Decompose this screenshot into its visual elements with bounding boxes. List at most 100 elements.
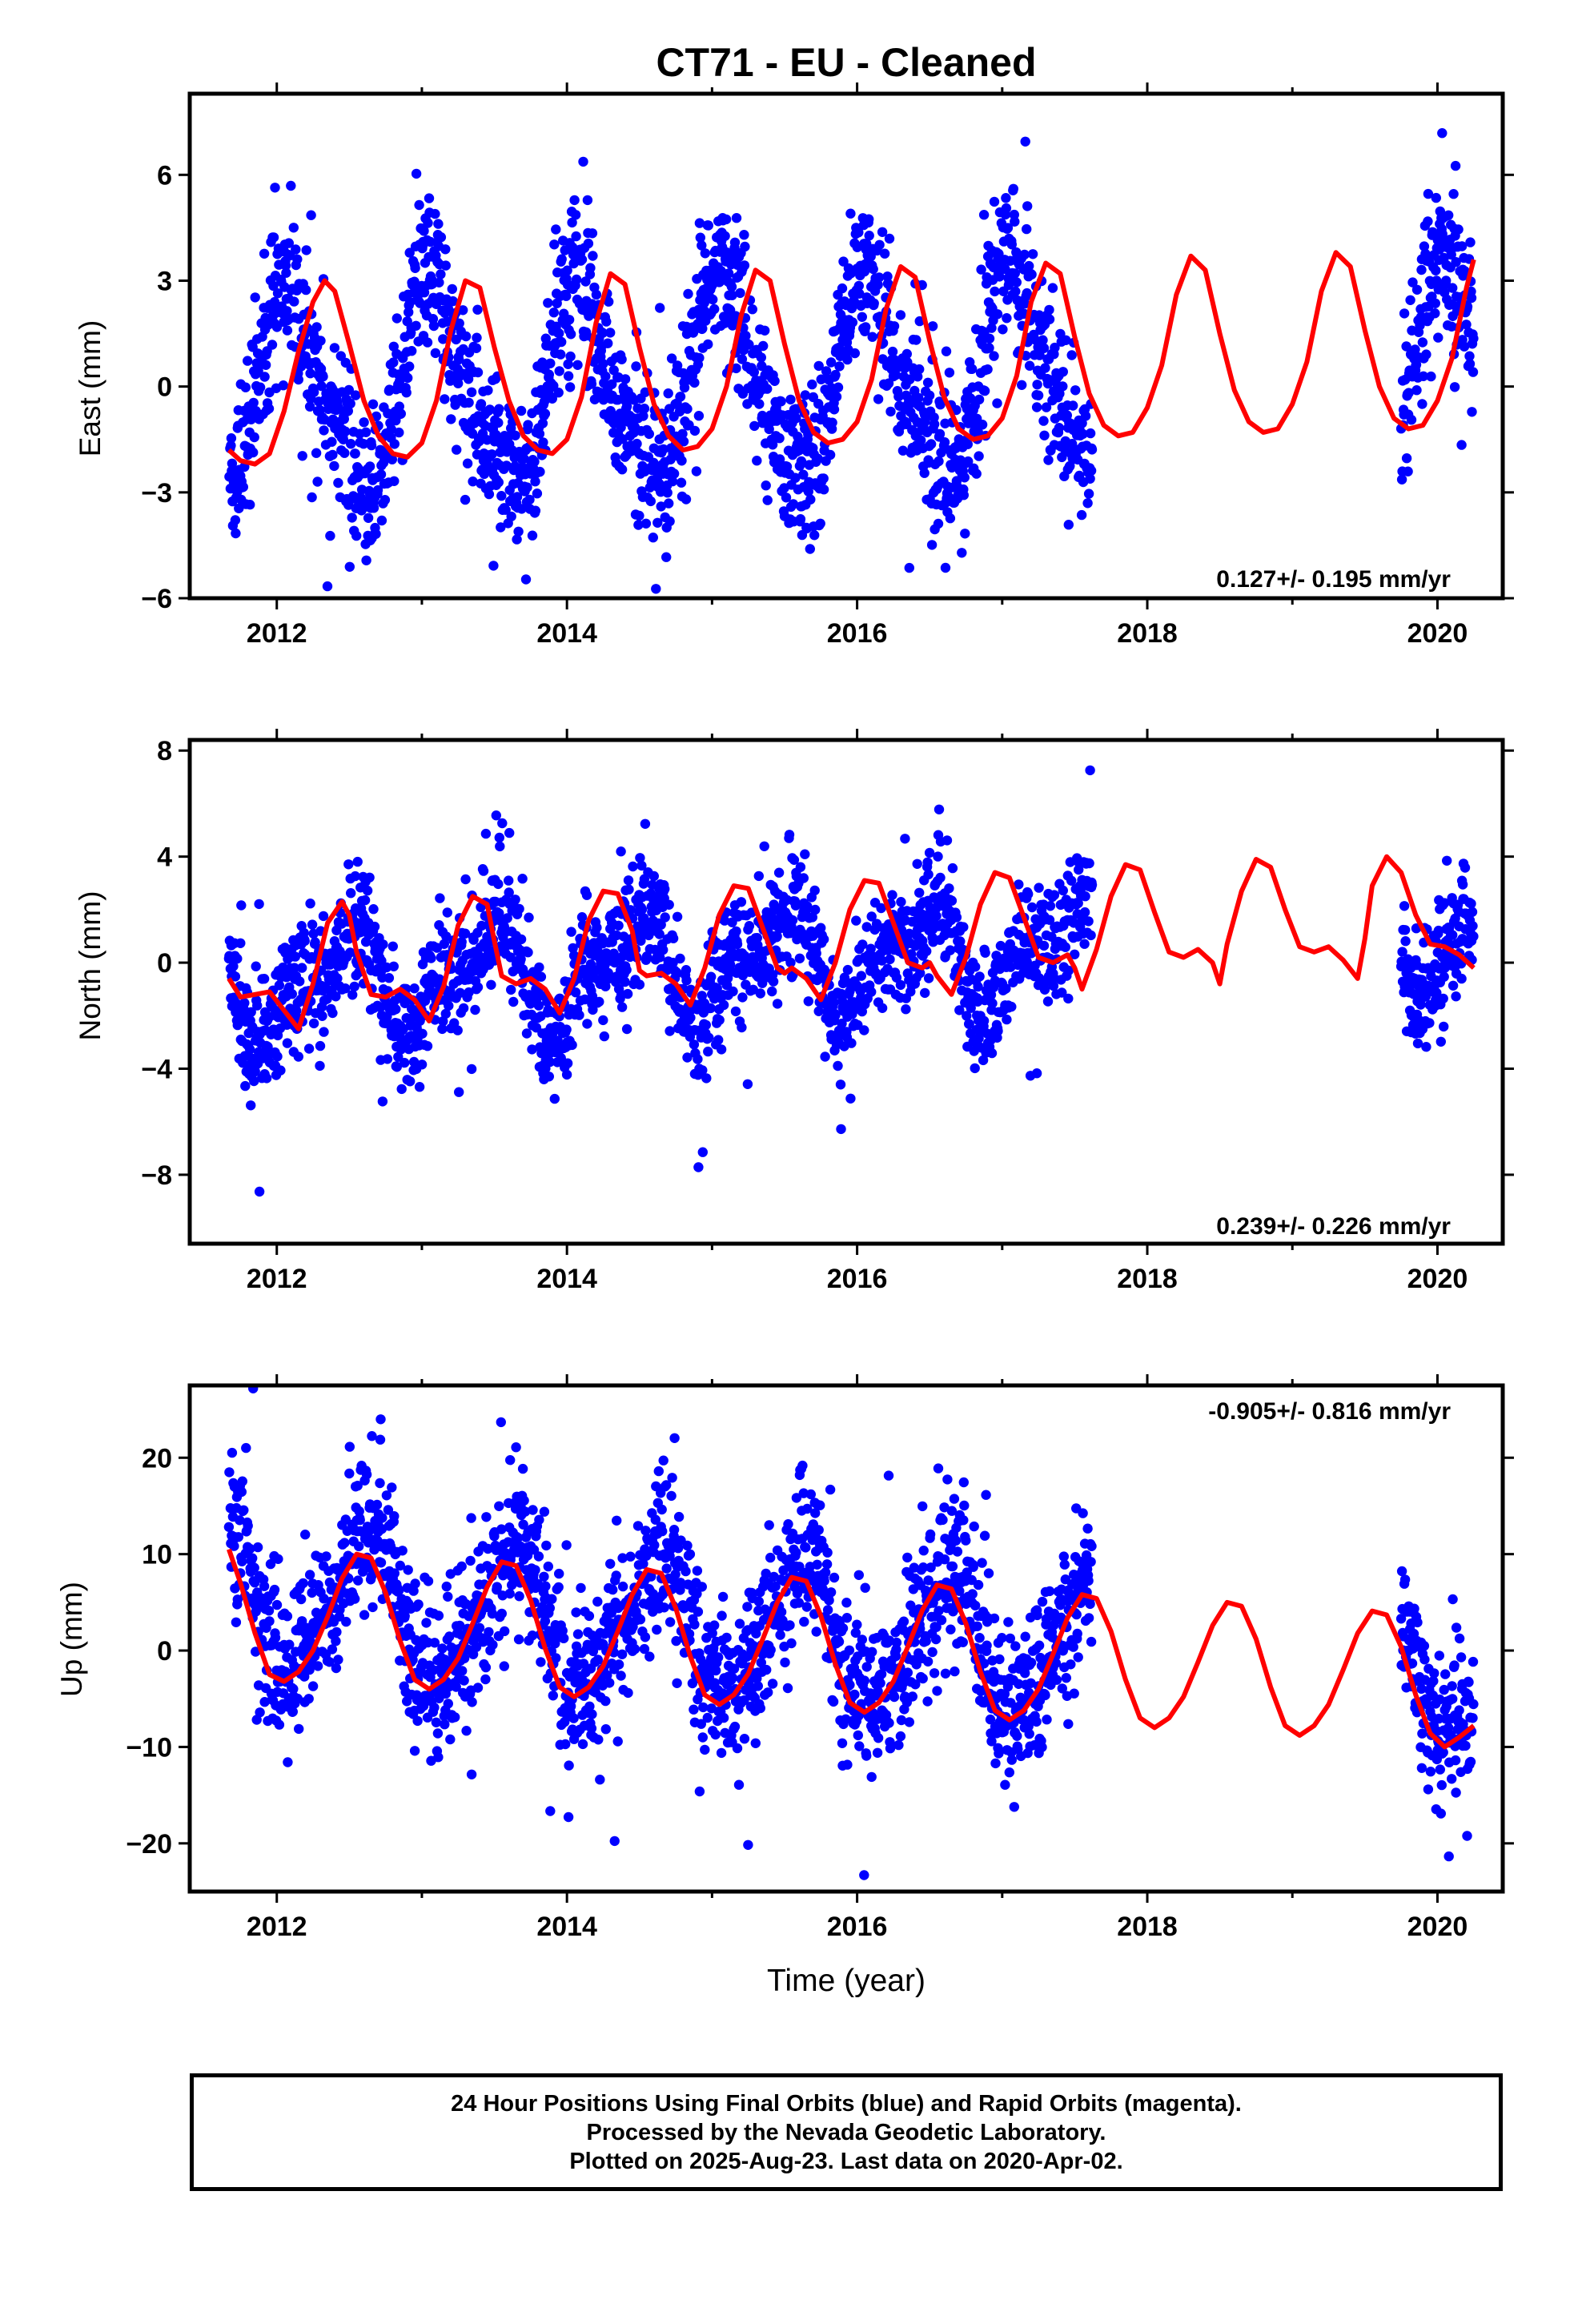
up-point [540,1616,551,1626]
north-point [561,1024,572,1035]
north-point [752,933,762,943]
east-point [868,263,878,275]
east-point [679,382,690,393]
east-point [640,387,651,397]
east-point [737,354,748,364]
east-point [959,472,970,483]
up-point [440,1719,450,1730]
up-point [237,1476,247,1486]
east-point [496,491,507,501]
east-point [963,456,974,467]
east-point [440,394,450,404]
east-point [1430,298,1441,308]
east-point [388,357,399,368]
up-point [387,1482,397,1493]
north-point [730,1006,741,1017]
north-point [480,828,492,839]
north-point [315,1040,326,1051]
north-point [1399,901,1410,911]
east-point [1032,380,1042,390]
north-point [444,1000,454,1011]
north-point [369,921,380,932]
east-point [339,414,349,424]
east-point [741,331,751,341]
east-point [484,489,495,500]
east-point [818,473,829,484]
north-point [811,948,821,959]
east-point [989,351,999,361]
east-point [291,244,301,255]
north-point [464,987,474,998]
north-point [901,1004,911,1015]
east-point [580,276,591,287]
east-point [305,368,315,379]
east-point [360,427,371,437]
east-point [484,404,496,415]
east-point [914,364,925,375]
up-point [239,1505,249,1516]
east-point [831,392,842,402]
north-point [877,955,887,966]
east-point [998,324,1008,335]
up-observations [223,1385,1479,1880]
north-point [274,980,285,991]
east-point [926,439,937,449]
north-point [396,1084,407,1095]
north-point [497,818,508,829]
north-point [810,904,821,915]
north-point [435,893,445,903]
north-point [672,911,683,923]
east-point [924,390,935,400]
north-point [417,1028,428,1039]
east-point [414,199,424,211]
up-point [518,1519,528,1530]
east-point [731,213,742,223]
east-point [1466,292,1477,304]
north-point [640,818,651,829]
east-point [889,321,900,332]
east-point [854,288,865,299]
north-point [1084,858,1094,869]
north-point [494,908,504,919]
north-point [951,912,962,923]
up-point [331,1636,341,1647]
east-point [549,239,560,250]
east-point [774,454,785,464]
east-point [1044,304,1054,316]
east-point [1085,428,1096,439]
north-point [755,988,765,999]
east-point [774,433,785,444]
east-point [545,358,556,368]
east-point [890,370,901,380]
north-point [303,1043,315,1054]
north-point [387,941,398,952]
up-point [321,1551,331,1562]
east-point [591,289,602,300]
east-point [346,439,356,449]
north-point [1044,915,1055,925]
east-point [885,406,896,417]
up-point [375,1434,386,1445]
north-point [1431,987,1442,998]
up-point [284,1639,295,1650]
north-point [580,994,590,1005]
east-point [960,529,970,539]
up-point [296,1594,307,1605]
up-point [504,1588,515,1599]
up-point [472,1683,484,1693]
east-point [474,436,484,447]
north-point [377,1096,388,1107]
north-point [1014,879,1024,890]
north-point [293,1051,303,1062]
up-point [512,1533,524,1543]
north-point [1457,879,1468,890]
north-point [716,1044,727,1055]
north-plot-area [179,729,1514,1255]
east-point [1467,407,1477,417]
north-point [245,1044,255,1055]
north-point [533,1000,544,1011]
east-point [561,291,572,301]
up-point [467,1697,477,1707]
east-point [363,513,374,523]
east-point [966,393,976,404]
